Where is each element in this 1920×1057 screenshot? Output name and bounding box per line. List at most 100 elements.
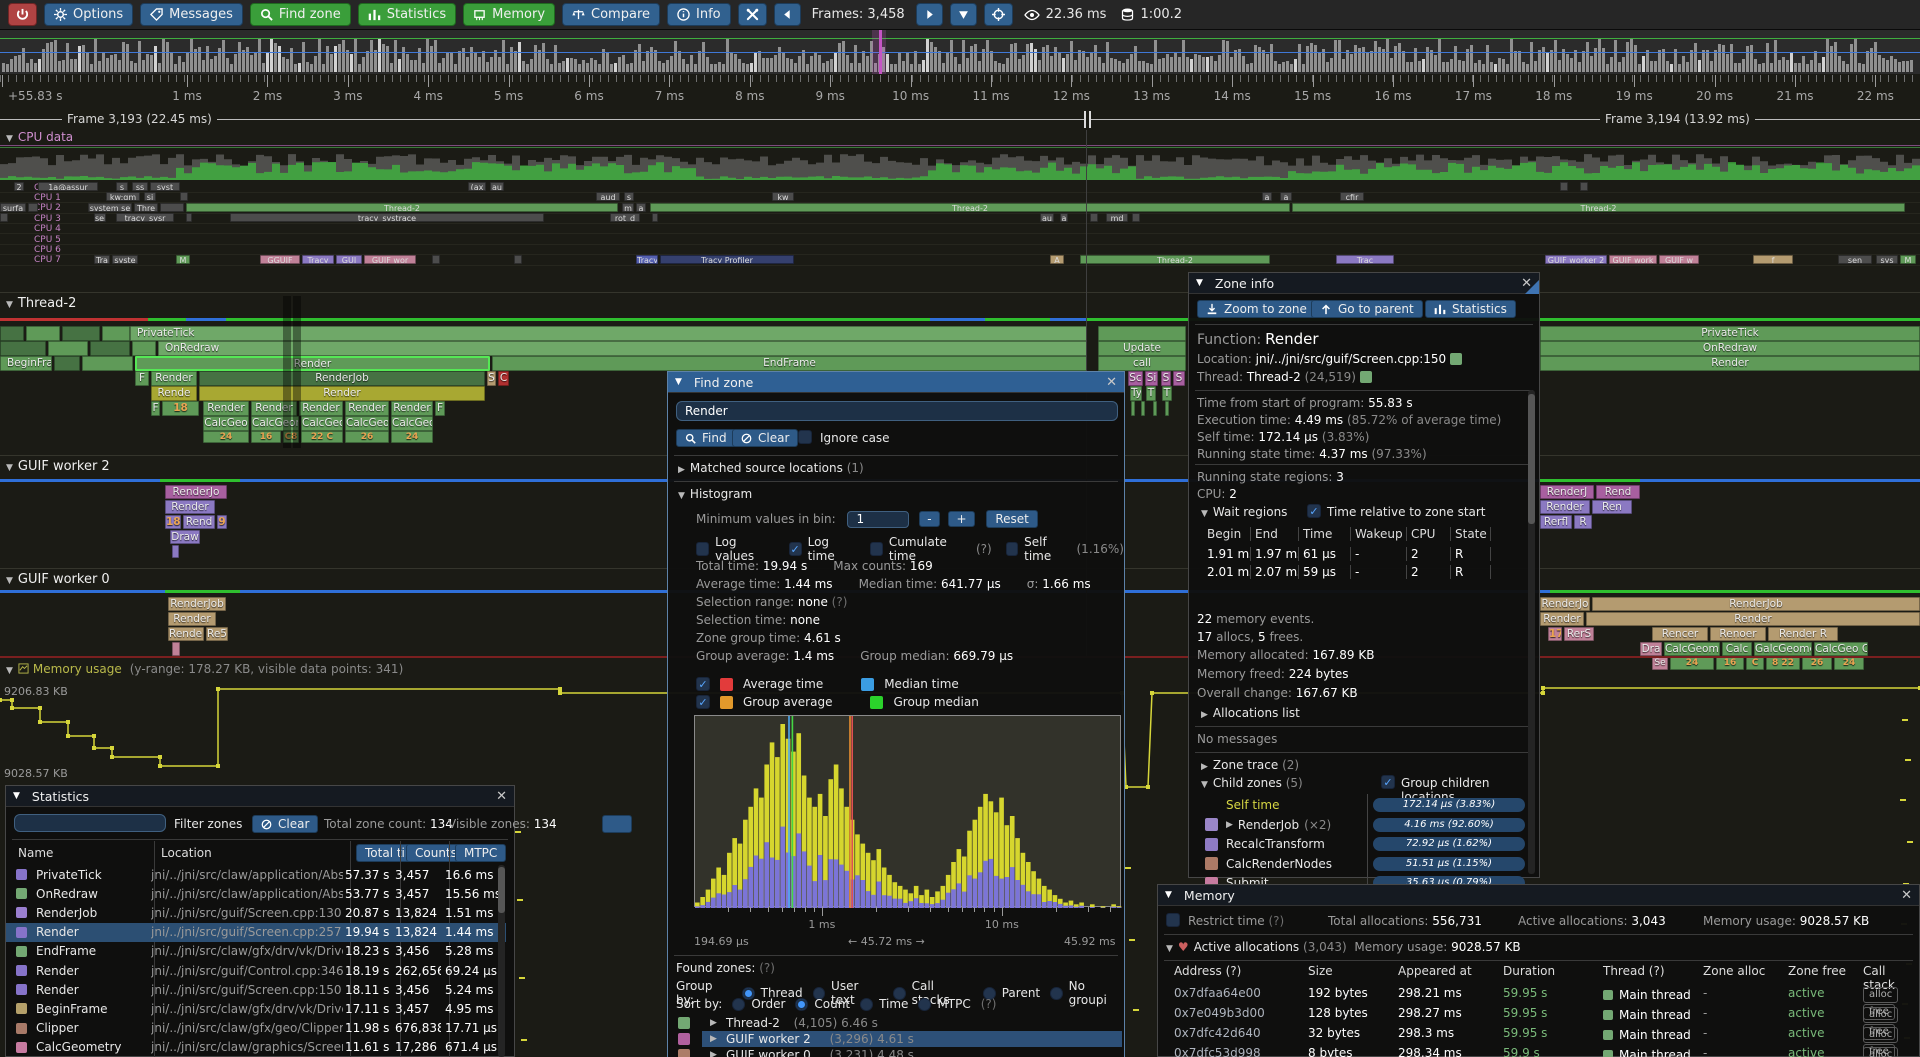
timeline-zone[interactable]: T (1146, 386, 1156, 401)
alloc-callstack-chip[interactable]: alloc free (1863, 1006, 1919, 1040)
statistics-row[interactable]: OnRedraw jni/../jni/src/claw/application/… (6, 884, 506, 903)
frame-bar[interactable] (566, 57, 569, 72)
frame-bar[interactable] (1618, 61, 1621, 72)
frame-bar[interactable] (662, 63, 665, 72)
frame-bar[interactable] (246, 46, 249, 72)
frame-bar[interactable] (1558, 60, 1561, 72)
frame-bar[interactable] (1622, 56, 1625, 72)
frame-bar[interactable] (2, 62, 5, 72)
timeline-zone[interactable] (1131, 401, 1135, 416)
radio-call-stacks[interactable]: Call stacks (893, 979, 973, 1007)
frame-bar[interactable] (602, 48, 605, 72)
timeline-zone[interactable]: Render (345, 401, 389, 416)
wait-regions-row[interactable]: ▼ Wait regions (1201, 505, 1288, 519)
frame-bar[interactable] (90, 63, 93, 72)
frame-bar[interactable] (1514, 50, 1517, 72)
frame-bar[interactable] (1898, 61, 1901, 72)
frame-bar[interactable] (494, 49, 497, 72)
frame-bar[interactable] (922, 60, 925, 72)
frame-bar[interactable] (70, 59, 73, 72)
frame-bar[interactable] (1822, 56, 1825, 72)
timeline-zone[interactable]: Render (165, 500, 215, 514)
frame-bar[interactable] (1846, 63, 1849, 72)
frame-bar[interactable] (582, 60, 585, 72)
frame-bar[interactable] (1350, 54, 1353, 72)
frame-bar[interactable] (458, 50, 461, 72)
timeline-zone[interactable]: Render (391, 401, 433, 416)
frame-bar[interactable] (686, 64, 689, 72)
timeline-zone[interactable]: Render (199, 386, 485, 401)
filter-zones-input[interactable] (14, 814, 166, 832)
timeline-zone[interactable]: Rend (1596, 485, 1640, 499)
frame-bar[interactable] (1166, 54, 1169, 72)
frame-bar[interactable] (1810, 59, 1813, 72)
frame-bar[interactable] (618, 56, 621, 72)
frame-bar[interactable] (1094, 44, 1097, 72)
cpu-block[interactable]: system se (88, 202, 132, 212)
frame-bar[interactable] (1190, 59, 1193, 72)
frame-bar[interactable] (382, 44, 385, 72)
frame-bar[interactable] (354, 38, 357, 72)
frame-bar[interactable] (366, 51, 369, 72)
timeline-zone[interactable]: CalcGeo (345, 416, 389, 431)
frame-bar[interactable] (414, 59, 417, 72)
frame-bar[interactable] (1754, 59, 1757, 72)
min-bin-input[interactable] (847, 510, 910, 528)
frame-bar[interactable] (470, 47, 473, 72)
timeline-zone[interactable] (82, 356, 133, 371)
allocation-column-header[interactable]: Address (?) (1174, 964, 1242, 978)
frame-bar[interactable] (1186, 57, 1189, 72)
frame-bar[interactable] (30, 59, 33, 72)
frame-bar[interactable] (1838, 56, 1841, 72)
timeline-zone[interactable] (172, 545, 179, 558)
frame-bar[interactable] (1390, 58, 1393, 72)
frame-bar[interactable] (386, 46, 389, 72)
frame-bar[interactable] (1406, 62, 1409, 72)
frame-bar[interactable] (1262, 50, 1265, 72)
frame-bar[interactable] (794, 62, 797, 72)
frame-bar[interactable] (706, 56, 709, 72)
frame-bar[interactable] (350, 54, 353, 72)
zone-trace-row[interactable]: ▶ Zone trace (2) (1201, 758, 1300, 772)
frame-bar[interactable] (1030, 42, 1033, 72)
active-allocations-row[interactable]: ▼ ♥ Active allocations (3,043) Memory usag… (1166, 940, 1521, 954)
timeline-zone[interactable]: RenderJ (1540, 485, 1594, 499)
frame-bar[interactable] (1502, 59, 1505, 72)
statistics-row[interactable]: EndFrame jni/../jni/src/claw/gfx/drv/vk/D… (6, 942, 506, 961)
statistics-titlebar[interactable]: ▼ Statistics ✕ (6, 786, 514, 807)
radio-thread[interactable]: Thread (741, 986, 803, 1000)
frame-bar[interactable] (574, 58, 577, 72)
timeline-zone[interactable] (1098, 326, 1186, 341)
frame-bar[interactable] (234, 53, 237, 72)
timeline-zone[interactable] (1141, 401, 1145, 416)
frame-bar[interactable] (290, 47, 293, 72)
column-header-counts[interactable]: Counts (406, 844, 466, 862)
frame-bar[interactable] (1458, 60, 1461, 72)
timeline-zone[interactable]: Ty (1130, 386, 1142, 401)
frame-bar[interactable] (1422, 59, 1425, 72)
timeline-zone[interactable]: S (487, 371, 496, 386)
frame-bar[interactable] (598, 63, 601, 72)
frame-bar[interactable] (1746, 46, 1749, 72)
cpu-block[interactable]: syst (150, 182, 180, 191)
frame-bar[interactable] (1026, 44, 1029, 72)
frame-bar[interactable] (434, 39, 437, 72)
timeline-zone[interactable]: Render (1540, 500, 1590, 514)
cpu-block[interactable]: cfir (1340, 192, 1364, 202)
cpu-block[interactable]: syste (112, 254, 138, 264)
timeline-zone[interactable]: Update (1098, 341, 1186, 356)
frame-bar[interactable] (894, 64, 897, 72)
frame-bar[interactable] (1138, 60, 1141, 72)
frame-bar[interactable] (1202, 57, 1205, 72)
cpu-block[interactable]: sen (1838, 254, 1872, 264)
timeline-zone[interactable]: Render (1586, 612, 1920, 626)
cpu-block[interactable]: M (176, 254, 190, 264)
frame-bar[interactable] (1018, 59, 1021, 72)
frame-bar[interactable] (394, 39, 397, 72)
frame-bar[interactable] (1730, 43, 1733, 72)
frame-bar[interactable] (1426, 47, 1429, 72)
frame-bar[interactable] (1242, 56, 1245, 72)
frame-bar[interactable] (438, 63, 441, 72)
cpu-block[interactable] (28, 202, 38, 212)
memory-button[interactable]: Memory (463, 3, 556, 26)
